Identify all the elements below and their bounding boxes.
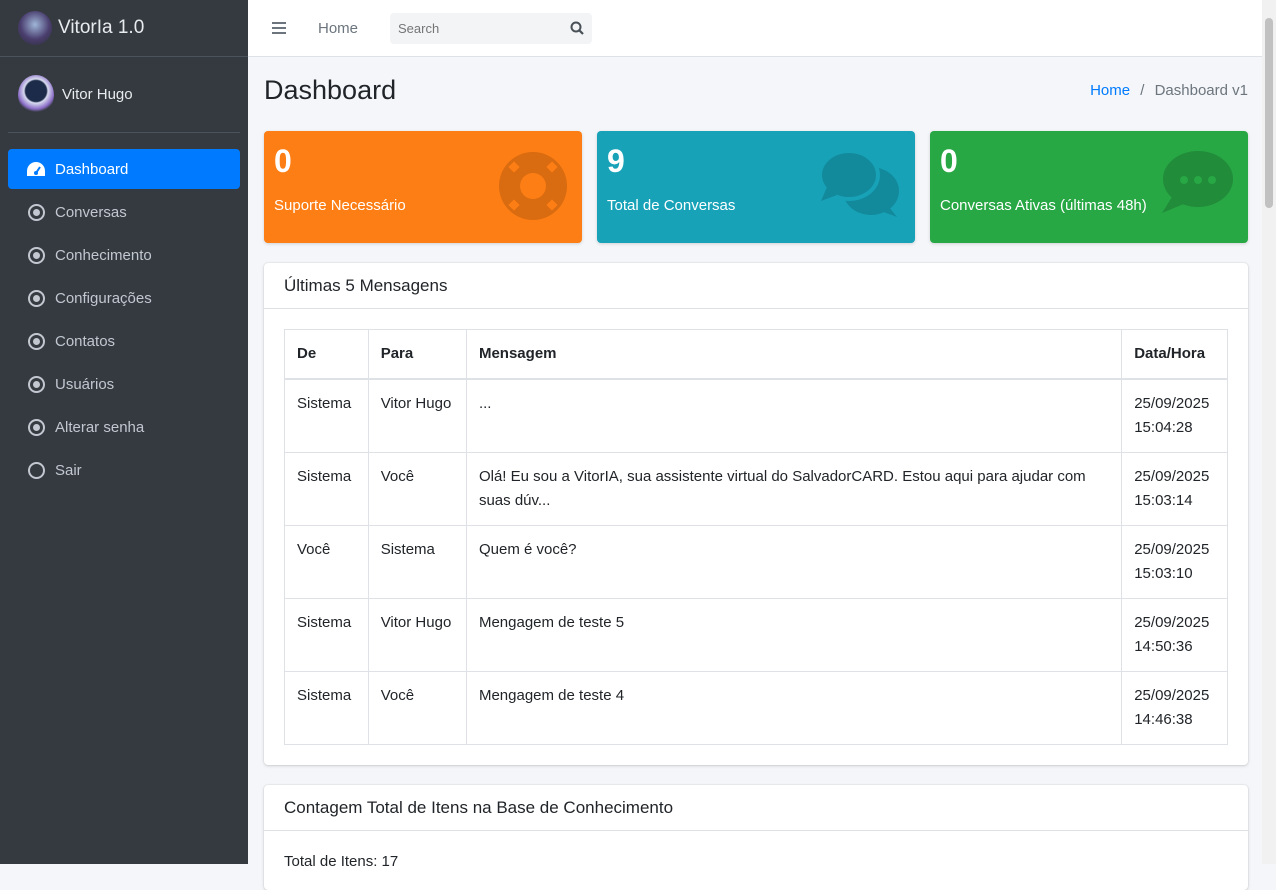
cell-message: Olá! Eu sou a VitorIA, sua assistente vi… [465, 452, 1123, 526]
sidebar-item-configura-es[interactable]: Configurações [8, 278, 240, 318]
sidebar-item-dashboard[interactable]: Dashboard [8, 149, 240, 189]
knowledge-card: Contagem Total de Itens na Base de Conhe… [264, 785, 1248, 890]
cell-datetime: 25/09/2025 14:50:36 [1121, 598, 1228, 672]
comments-icon [819, 151, 899, 217]
cell-from: Sistema [284, 452, 369, 526]
circle-icon [26, 460, 46, 480]
tachometer-icon [26, 159, 46, 179]
sidebar-item-label: Sair [55, 461, 82, 479]
cell-from: Sistema [284, 671, 369, 745]
search-input[interactable] [398, 20, 549, 36]
knowledge-total: Total de Itens: 17 [284, 853, 399, 870]
sidebar-item-label: Conhecimento [55, 246, 152, 264]
stat-value: 9 [607, 143, 625, 179]
stat-label: Total de Conversas [607, 197, 736, 214]
sidebar-item-usu-rios[interactable]: Usuários [8, 364, 240, 404]
cell-to: Você [367, 452, 467, 526]
stat-label: Suporte Necessário [274, 197, 406, 214]
user-name: Vitor Hugo [62, 86, 133, 103]
messages-table: De Para Mensagem Data/Hora Sistema Vitor Hug… [284, 329, 1228, 745]
brand-title: VitorIa 1.0 [58, 17, 145, 38]
scrollbar-thumb[interactable] [1265, 18, 1273, 208]
cell-datetime: 25/09/2025 15:03:14 [1121, 452, 1228, 526]
sidebar-item-sair[interactable]: Sair [8, 450, 240, 490]
cell-from: Sistema [284, 378, 369, 453]
sidebar-item-label: Alterar senha [55, 418, 145, 436]
column-header: Para [367, 329, 467, 380]
sidebar-item-label: Conversas [55, 203, 127, 221]
sidebar-item-conversas[interactable]: Conversas [8, 192, 240, 232]
dot-circle-icon [26, 288, 46, 308]
page-title: Dashboard [264, 74, 397, 105]
sidebar: VitorIa 1.0 Vitor Hugo Dashboard Conversa… [0, 0, 248, 864]
cell-from: Você [284, 525, 369, 599]
sidebar-item-contatos[interactable]: Contatos [8, 321, 240, 361]
cell-from: Sistema [284, 598, 369, 672]
cell-to: Sistema [367, 525, 467, 599]
cell-datetime: 25/09/2025 15:04:28 [1121, 378, 1228, 453]
table-row: Sistema Vitor Hugo... 25/09/2025 15:04:28 [284, 378, 1228, 453]
stat-box-suporte: 0 Suporte Necessário [264, 131, 582, 243]
sidebar-item-label: Usuários [55, 375, 115, 393]
scrollbar[interactable] [1262, 0, 1276, 864]
table-row: Sistema Você Olá! Eu sou a VitorIA, sua as… [284, 452, 1228, 526]
sidebar-item-alterar-senha[interactable]: Alterar senha [8, 407, 240, 447]
dot-circle-icon [26, 245, 46, 265]
dot-circle-icon [26, 202, 46, 222]
brand-logo [18, 11, 52, 45]
sidebar-item-label: Configurações [55, 289, 152, 307]
table-row: Sistema Você Mengagem de teste 4 25/09/2025… [284, 671, 1228, 745]
cell-datetime: 25/09/2025 15:03:10 [1121, 525, 1228, 599]
brand-link[interactable]: VitorIa 1.0 [0, 0, 248, 57]
sidebar-nav: Dashboard Conversas Conhecimento Configuraç… [0, 133, 248, 490]
stat-value: 0 [274, 143, 292, 179]
card-title: Últimas 5 Mensagens [264, 263, 1248, 309]
breadcrumb-home[interactable]: Home [1090, 81, 1131, 99]
stat-value: 0 [940, 143, 958, 179]
cell-message: Mengagem de teste 5 [465, 598, 1123, 672]
stat-label: Conversas Ativas (últimas 48h) [940, 197, 1147, 214]
messages-card: Últimas 5 Mensagens De Para Mensagem Data/H… [264, 263, 1248, 765]
stat-box-total-conversas: 9 Total de Conversas [597, 131, 915, 243]
dot-circle-icon [26, 331, 46, 351]
sidebar-item-conhecimento[interactable]: Conhecimento [8, 235, 240, 275]
search-box [390, 12, 593, 44]
breadcrumb-separator: / [1140, 81, 1145, 99]
sidebar-item-label: Dashboard [55, 160, 129, 178]
sidebar-item-label: Contatos [55, 332, 116, 350]
cell-to: Vitor Hugo [367, 598, 467, 672]
column-header: Data/Hora [1121, 329, 1228, 380]
column-header: De [284, 329, 369, 380]
column-header: Mensagem [465, 329, 1123, 380]
life-ring-icon [499, 152, 567, 220]
cell-to: Vitor Hugo [367, 378, 467, 453]
menu-toggle-icon[interactable] [272, 22, 286, 34]
card-title: Contagem Total de Itens na Base de Conhe… [264, 785, 1248, 831]
table-row: Você Sistema Quem é você? 25/09/2025 15:03:… [284, 525, 1228, 599]
breadcrumb: Home / Dashboard v1 [1090, 82, 1248, 99]
search-icon[interactable] [570, 21, 584, 35]
cell-message: ... [465, 378, 1123, 453]
top-navbar: Home [248, 0, 1262, 57]
cell-message: Quem é você? [465, 525, 1123, 599]
table-row: Sistema Vitor Hugo Mengagem de teste 5 25/0… [284, 598, 1228, 672]
cell-datetime: 25/09/2025 14:46:38 [1121, 671, 1228, 745]
user-panel[interactable]: Vitor Hugo [8, 57, 240, 133]
comment-dots-icon [1162, 151, 1233, 213]
cell-message: Mengagem de teste 4 [465, 671, 1123, 745]
avatar [18, 74, 54, 115]
breadcrumb-current: Dashboard v1 [1154, 81, 1248, 99]
dot-circle-icon [26, 374, 46, 394]
cell-to: Você [367, 671, 467, 745]
stat-box-conversas-ativas: 0 Conversas Ativas (últimas 48h) [930, 131, 1248, 243]
nav-home-link[interactable]: Home [318, 19, 359, 37]
dot-circle-icon [26, 417, 46, 437]
main-content: Dashboard Home / Dashboard v1 0 Suporte … [264, 57, 1248, 890]
